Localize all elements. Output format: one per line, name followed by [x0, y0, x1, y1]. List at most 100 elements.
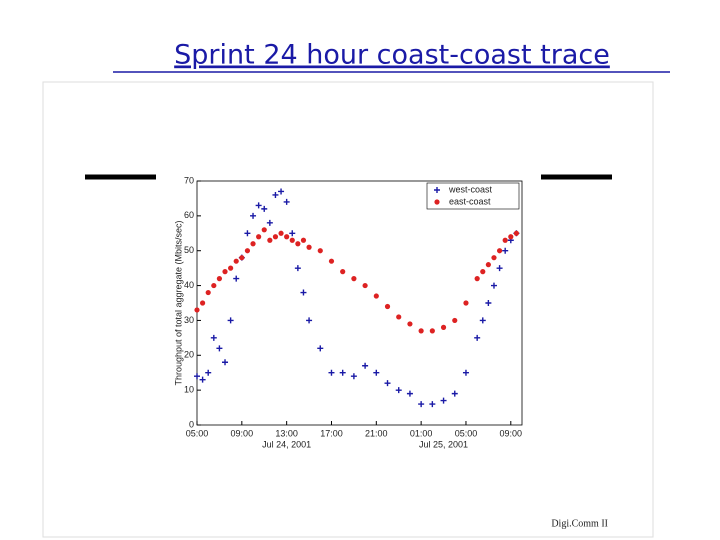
- point: [222, 359, 229, 366]
- y-tick-label: 30: [184, 315, 194, 325]
- x-date-label: Jul 25, 2001: [419, 439, 468, 449]
- point: [233, 275, 240, 282]
- point: [396, 314, 402, 320]
- x-tick-label: 05:00: [186, 428, 209, 438]
- x-tick-label: 01:00: [410, 428, 433, 438]
- x-date-label: Jul 24, 2001: [262, 439, 311, 449]
- point: [300, 289, 307, 296]
- point: [429, 328, 435, 334]
- point: [496, 265, 503, 272]
- point: [418, 328, 424, 334]
- point: [205, 289, 211, 296]
- y-tick-label: 60: [184, 210, 194, 220]
- point: [272, 191, 279, 198]
- y-tick-label: 70: [184, 175, 194, 185]
- point: [250, 212, 257, 219]
- point: [256, 234, 262, 240]
- legend-marker: [434, 187, 440, 193]
- point: [283, 198, 290, 205]
- point: [491, 255, 497, 261]
- point: [266, 219, 273, 226]
- point: [496, 248, 503, 254]
- point: [485, 300, 492, 306]
- point: [452, 317, 458, 324]
- point: [194, 307, 200, 313]
- point: [451, 390, 458, 397]
- point: [317, 345, 324, 352]
- image-frame: [42, 81, 654, 538]
- point: [340, 269, 346, 275]
- y-tick-label: 20: [184, 350, 194, 360]
- footer: Digi.Comm II: [551, 518, 608, 529]
- point: [300, 237, 307, 243]
- point: [199, 376, 206, 383]
- point: [406, 390, 413, 397]
- legend-box: [426, 182, 520, 210]
- point: [384, 303, 391, 310]
- point: [317, 248, 323, 254]
- point: [440, 397, 447, 404]
- point: [462, 369, 469, 376]
- point: [373, 369, 380, 376]
- x-tick-label: 17:00: [320, 428, 343, 438]
- point: [278, 188, 285, 195]
- point: [502, 247, 509, 254]
- point: [350, 373, 357, 380]
- point: [227, 317, 234, 324]
- point: [294, 265, 301, 272]
- point: [306, 244, 312, 250]
- point: [233, 258, 239, 264]
- y-tick-label: 10: [184, 385, 194, 395]
- point: [261, 227, 267, 233]
- point: [255, 202, 262, 209]
- point: [244, 230, 251, 237]
- point: [267, 237, 273, 243]
- point: [205, 369, 212, 376]
- x-tick-label: 09:00: [231, 428, 254, 438]
- point: [373, 293, 379, 299]
- plot-area: [196, 180, 523, 426]
- point: [244, 248, 251, 254]
- point: [463, 300, 469, 306]
- point: [228, 265, 234, 271]
- point: [440, 324, 447, 330]
- x-tick-label: 13:00: [275, 428, 298, 438]
- point: [222, 269, 228, 275]
- point: [216, 276, 223, 282]
- point: [480, 269, 486, 275]
- point: [490, 282, 497, 289]
- point: [429, 401, 436, 408]
- point: [513, 230, 519, 236]
- point: [407, 321, 413, 327]
- point: [210, 334, 217, 341]
- point: [289, 237, 295, 243]
- point: [194, 373, 200, 380]
- point: [272, 234, 279, 240]
- point: [239, 255, 245, 261]
- point: [328, 258, 335, 264]
- point: [261, 205, 268, 212]
- point: [474, 276, 480, 282]
- legend-label: east-coast: [449, 196, 491, 206]
- x-tick-label: 09:00: [500, 428, 523, 438]
- point: [284, 234, 290, 240]
- point: [418, 401, 425, 408]
- point: [502, 237, 508, 243]
- point: [295, 241, 301, 247]
- slide-title: Sprint 24 hour coast-coast trace: [174, 40, 610, 71]
- legend-label: west-coast: [448, 184, 493, 194]
- point: [362, 362, 369, 369]
- point: [362, 282, 368, 289]
- y-tick-label: 50: [184, 245, 194, 255]
- point: [474, 334, 481, 341]
- point: [339, 369, 346, 376]
- point: [384, 380, 391, 387]
- point: [508, 234, 514, 240]
- point: [289, 230, 296, 237]
- point: [351, 276, 357, 282]
- point: [306, 317, 313, 324]
- point: [485, 262, 491, 268]
- y-tick-label: 40: [184, 280, 194, 290]
